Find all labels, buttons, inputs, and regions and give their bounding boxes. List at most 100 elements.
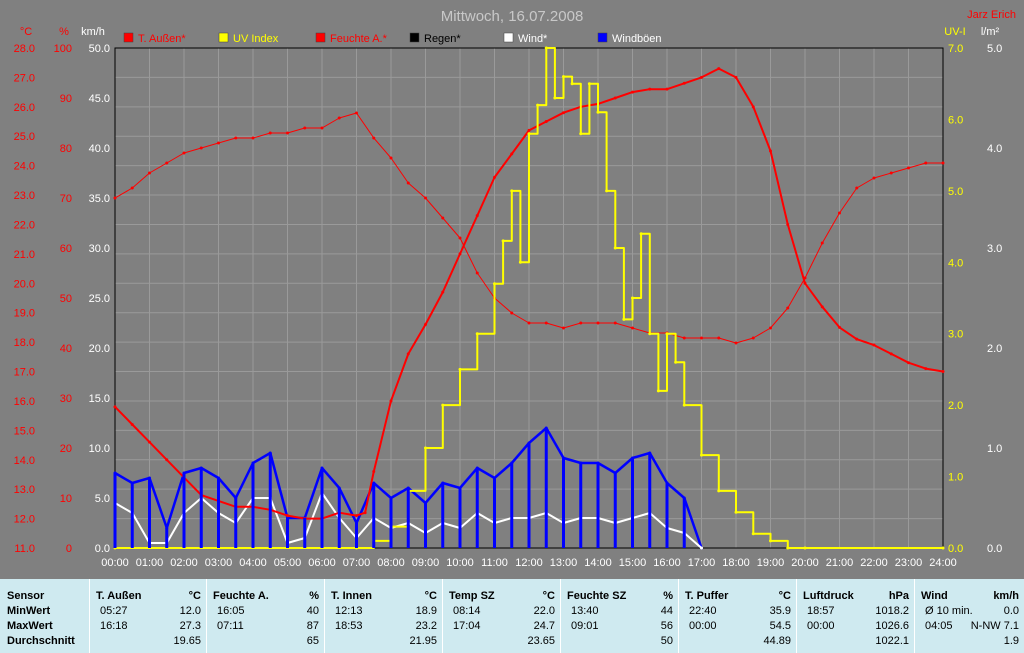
data-point — [165, 458, 169, 462]
uv-axis-tick-label: 1.0 — [948, 472, 963, 484]
wind-axis-tick-label: 20.0 — [89, 343, 110, 355]
data-point — [682, 403, 686, 407]
data-point — [889, 171, 893, 175]
data-point — [648, 332, 652, 336]
table-row-label: Sensor — [7, 590, 45, 602]
x-tick-label: 20:00 — [791, 557, 819, 569]
data-point — [639, 232, 643, 236]
table-row-label: MinWert — [7, 605, 51, 617]
data-point — [458, 367, 462, 371]
column-header: Luftdruck — [803, 590, 854, 602]
data-point — [631, 296, 634, 300]
data-point — [717, 336, 721, 340]
data-point — [751, 105, 755, 109]
humidity-axis-tick-label: 10 — [60, 493, 72, 505]
data-point — [113, 405, 117, 409]
x-tick-label: 00:00 — [101, 557, 129, 569]
data-point — [527, 132, 531, 136]
min-time: 22:40 — [689, 605, 717, 617]
min-value: 0.0 — [1003, 605, 1019, 617]
max-value: 23.2 — [415, 620, 437, 632]
min-time: 18:57 — [807, 605, 835, 617]
data-point — [406, 352, 410, 356]
table-column: Temp SZ °C 08:14 22.0 17:04 24.7 23.65 — [442, 579, 561, 653]
max-time: 00:00 — [689, 620, 717, 632]
wind-axis-tick-label: 35.0 — [89, 193, 110, 205]
data-point — [941, 546, 945, 550]
column-header: T. Puffer — [685, 590, 729, 602]
data-point — [337, 116, 341, 120]
legend-swatch — [409, 32, 420, 43]
data-point — [251, 136, 255, 140]
data-point — [665, 87, 669, 91]
data-point — [838, 325, 841, 329]
author-label: Jarz Erich — [967, 9, 1016, 21]
max-time: 00:00 — [807, 620, 835, 632]
data-point — [268, 131, 272, 135]
humidity-axis-tick-label: 40 — [60, 343, 72, 355]
data-point — [553, 96, 557, 100]
data-point — [674, 360, 678, 364]
data-point — [613, 246, 617, 250]
humidity-axis-tick-label: 20 — [60, 443, 72, 455]
wind-axis-tick-label: 40.0 — [89, 143, 110, 155]
x-tick-label: 13:00 — [550, 557, 578, 569]
data-point — [769, 539, 772, 543]
data-point — [475, 214, 479, 218]
wind-axis-tick-label: 25.0 — [89, 293, 110, 305]
max-time: 09:01 — [571, 620, 599, 632]
x-tick-label: 06:00 — [308, 557, 336, 569]
data-point — [458, 252, 462, 256]
data-point — [536, 103, 540, 107]
data-point — [165, 161, 169, 165]
data-point — [751, 532, 755, 536]
data-point — [700, 75, 703, 79]
x-tick-label: 09:00 — [412, 557, 440, 569]
temp-axis-tick-label: 26.0 — [14, 102, 35, 114]
data-point — [820, 241, 824, 245]
data-point — [363, 511, 367, 515]
data-point — [562, 75, 565, 79]
data-point — [700, 546, 703, 550]
data-point — [579, 321, 583, 325]
data-point — [372, 470, 376, 474]
data-point — [510, 311, 514, 315]
rain-axis-tick-label: 0.0 — [987, 543, 1002, 555]
data-point — [544, 46, 548, 50]
average-value: 44.89 — [763, 635, 791, 647]
data-point — [941, 161, 945, 165]
uv-axis-tick-label: 3.0 — [948, 329, 963, 341]
x-tick-label: 18:00 — [722, 557, 750, 569]
data-point — [510, 152, 514, 156]
temp-axis-tick-label: 13.0 — [14, 484, 35, 496]
grid — [115, 48, 943, 548]
min-value: 12.0 — [179, 605, 201, 617]
min-time: 05:27 — [100, 605, 128, 617]
data-point — [527, 128, 531, 132]
data-point — [803, 546, 807, 550]
data-point — [734, 510, 738, 514]
data-point — [570, 82, 574, 86]
data-point — [355, 514, 358, 518]
data-point — [941, 370, 945, 374]
humidity-axis-tick-label: 60 — [60, 243, 72, 255]
data-point — [441, 290, 445, 294]
rain-axis-tick-label: 1.0 — [987, 443, 1002, 455]
column-unit: °C — [778, 590, 791, 602]
column-unit: % — [663, 590, 673, 602]
data-point — [682, 336, 686, 340]
data-point — [924, 367, 928, 371]
temp-unit-label: °C — [20, 26, 32, 38]
data-point — [769, 149, 772, 153]
temp-axis-tick-label: 25.0 — [14, 131, 35, 143]
wind-axis-tick-label: 15.0 — [89, 393, 110, 405]
column-header: T. Innen — [331, 590, 372, 602]
average-value: 1.9 — [1003, 635, 1019, 647]
x-tick-label: 19:00 — [757, 557, 785, 569]
data-point — [605, 189, 609, 193]
series-line-uvindex — [115, 47, 943, 549]
column-unit: °C — [424, 590, 437, 602]
wind-axis-tick-label: 5.0 — [95, 493, 110, 505]
data-point — [751, 336, 755, 340]
x-tick-label: 04:00 — [239, 557, 267, 569]
